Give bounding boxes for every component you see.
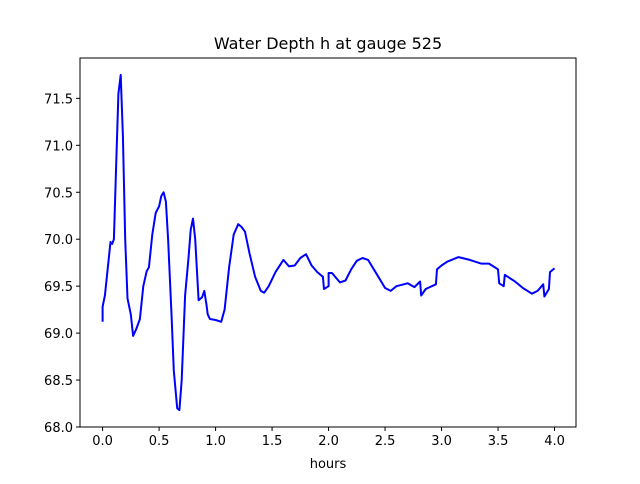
y-tick-label: 70.5 <box>44 186 73 201</box>
y-axis-ticks: 68.0 68.5 69.0 69.5 70.0 70.5 71.0 71.5 <box>44 92 80 436</box>
x-tick-label: 1.0 <box>205 434 226 449</box>
x-tick-label: 3.5 <box>488 434 509 449</box>
x-tick-label: 2.0 <box>318 434 339 449</box>
x-tick-label: 1.5 <box>262 434 283 449</box>
x-tick-label: 0.0 <box>92 434 113 449</box>
x-tick-label: 4.0 <box>544 434 565 449</box>
x-tick-label: 2.5 <box>375 434 396 449</box>
x-axis-label: hours <box>310 457 347 472</box>
y-tick-label: 68.0 <box>44 421 73 436</box>
y-tick-label: 69.5 <box>44 280 73 295</box>
y-tick-label: 70.0 <box>44 233 73 248</box>
x-axis-ticks: 0.0 0.5 1.0 1.5 2.0 2.5 3.0 3.5 4.0 <box>92 427 565 449</box>
y-tick-label: 71.0 <box>44 139 73 154</box>
y-tick-label: 69.0 <box>44 327 73 342</box>
y-tick-label: 71.5 <box>44 92 73 107</box>
y-tick-label: 68.5 <box>44 374 73 389</box>
x-tick-label: 3.0 <box>431 434 452 449</box>
x-tick-label: 0.5 <box>149 434 170 449</box>
series-line-h <box>101 73 556 412</box>
chart-title: Water Depth h at gauge 525 <box>214 34 442 53</box>
plot-frame <box>79 57 577 428</box>
